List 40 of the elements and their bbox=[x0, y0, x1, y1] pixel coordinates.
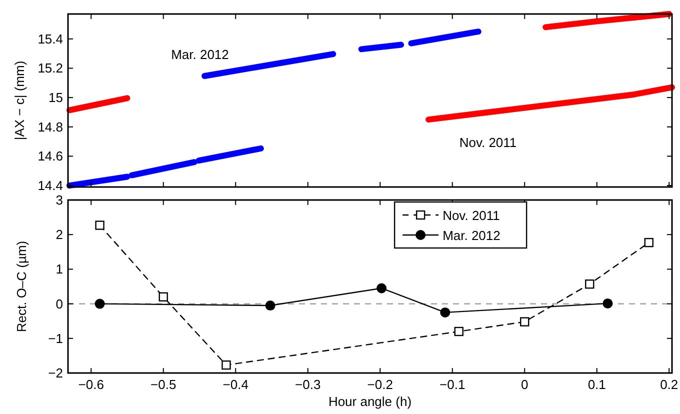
legend-label: Mar. 2012 bbox=[442, 228, 500, 243]
y-tick-label: 14.6 bbox=[38, 148, 63, 164]
point bbox=[440, 307, 450, 318]
y-tick-label: 15.4 bbox=[38, 31, 63, 46]
annotation: Mar. 2012 bbox=[171, 47, 229, 62]
x-tick-label: −0.1 bbox=[440, 377, 466, 392]
annotation: Nov. 2011 bbox=[459, 135, 517, 150]
point bbox=[94, 298, 105, 309]
point bbox=[222, 360, 231, 370]
x-tick-label: −0.4 bbox=[222, 377, 248, 392]
y-tick-label: 2 bbox=[56, 227, 63, 242]
y-tick-label: 15.2 bbox=[38, 60, 63, 76]
x-tick-label: −0.6 bbox=[78, 377, 104, 392]
point bbox=[158, 292, 168, 302]
point bbox=[95, 220, 104, 230]
point bbox=[520, 317, 530, 326]
point bbox=[454, 326, 464, 336]
x-tick-label: −0.2 bbox=[367, 377, 393, 392]
y-tick-label: 3 bbox=[56, 192, 63, 208]
point bbox=[585, 279, 594, 289]
x-tick-label: 0.2 bbox=[660, 377, 678, 392]
x-tick-label: 0.1 bbox=[588, 377, 606, 392]
y-axis-title: |AX − c| (mm) bbox=[12, 60, 27, 140]
x-tick-label: 0 bbox=[520, 377, 528, 392]
y-tick-label: −1 bbox=[48, 330, 63, 346]
y-axis-title: Rect. O–C (µm) bbox=[14, 240, 29, 332]
x-tick-label: −0.3 bbox=[295, 377, 321, 392]
y-tick-label: −2 bbox=[48, 366, 63, 380]
point bbox=[376, 283, 387, 294]
y-tick-label: 14.8 bbox=[38, 119, 63, 134]
x-tick-label: −0.5 bbox=[150, 377, 176, 392]
point bbox=[602, 298, 613, 308]
y-tick-label: 14.4 bbox=[38, 178, 63, 194]
point bbox=[644, 238, 654, 248]
y-tick-label: 0 bbox=[56, 296, 63, 312]
y-tick-label: 1 bbox=[56, 262, 63, 277]
point bbox=[265, 300, 276, 311]
y-tick-label: 15 bbox=[48, 90, 63, 106]
legend-label: Nov. 2011 bbox=[442, 208, 500, 223]
x-axis-title: Hour angle (h) bbox=[328, 394, 412, 409]
